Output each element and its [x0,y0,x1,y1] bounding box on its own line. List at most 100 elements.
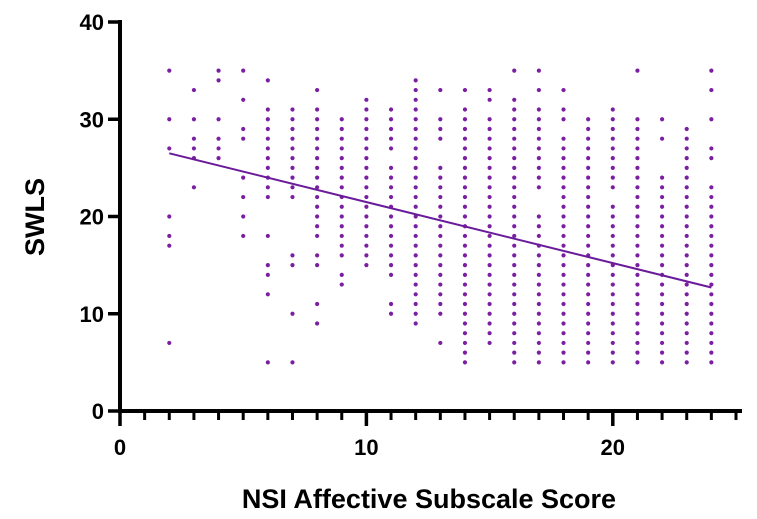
data-point [487,156,492,161]
data-point [438,204,443,209]
data-point [462,87,468,93]
data-point [487,340,492,346]
data-point [265,263,270,268]
data-point [290,263,295,268]
data-point [315,87,320,93]
data-point [265,156,270,161]
data-point [339,185,344,190]
data-point [635,282,640,287]
data-point [561,311,566,316]
data-point [635,224,640,229]
data-point [512,292,517,297]
data-point [364,165,369,170]
data-point [487,185,492,190]
data-point [659,136,665,141]
data-point [610,340,615,346]
y-axis-ticks: 0 10 20 30 40 [80,10,120,424]
data-point [364,136,369,141]
data-point [388,253,394,258]
data-point [438,224,443,229]
data-point [462,263,468,268]
data-point [512,282,517,287]
data-point [388,263,394,268]
data-point [659,214,665,219]
data-point [586,321,591,326]
data-point [586,126,591,132]
data-point [388,136,394,141]
data-point [709,146,714,151]
data-point [462,117,468,122]
data-point [413,78,418,83]
data-point [610,243,615,248]
data-point [413,263,418,268]
data-point [561,282,566,287]
data-point [659,253,665,258]
data-point [438,243,443,248]
data-point [438,165,443,170]
data-point [709,321,714,326]
data-point [635,204,640,209]
data-point [364,97,369,102]
data-point [586,350,591,355]
data-point [413,311,418,316]
data-point [635,165,640,170]
data-point [413,243,418,248]
data-point [265,360,270,365]
data-point [512,321,517,326]
data-point [536,311,541,316]
data-point [610,126,615,132]
data-point [586,360,591,365]
data-point [339,243,344,248]
data-point [315,204,320,209]
data-point [512,204,517,209]
data-point [462,253,468,258]
data-point [339,175,344,180]
data-point [586,243,591,248]
data-point [315,233,320,239]
data-point [586,272,591,277]
data-point [413,117,418,122]
data-point [709,243,714,248]
data-point [487,117,492,122]
x-tick-label: 20 [601,435,625,460]
data-point [561,107,566,112]
data-point [684,126,689,132]
data-point [512,165,517,170]
data-point [265,107,270,112]
data-point [610,224,615,229]
data-point [512,68,517,73]
data-point [659,185,665,190]
data-point [684,194,689,200]
data-point [536,185,541,190]
data-point [462,175,468,180]
data-point [586,185,591,190]
data-point [191,146,197,151]
data-point [635,156,640,161]
data-point [290,126,295,132]
data-point [709,292,714,297]
data-point [586,263,591,268]
data-point [536,272,541,277]
data-point [290,194,295,200]
data-point [413,224,418,229]
data-point [462,243,468,248]
data-point [364,243,369,248]
data-point [659,243,665,248]
data-point [659,117,665,122]
data-point [265,165,270,170]
data-point [487,165,492,170]
data-point [659,301,665,307]
data-point [684,233,689,239]
data-point [315,263,320,268]
data-point [635,214,640,219]
data-point [586,175,591,180]
data-point [512,311,517,316]
data-point [265,136,270,141]
data-point [709,194,714,200]
data-point [241,194,246,200]
data-point [462,156,468,161]
data-point [610,233,615,239]
data-point [586,292,591,297]
data-point [413,87,418,93]
